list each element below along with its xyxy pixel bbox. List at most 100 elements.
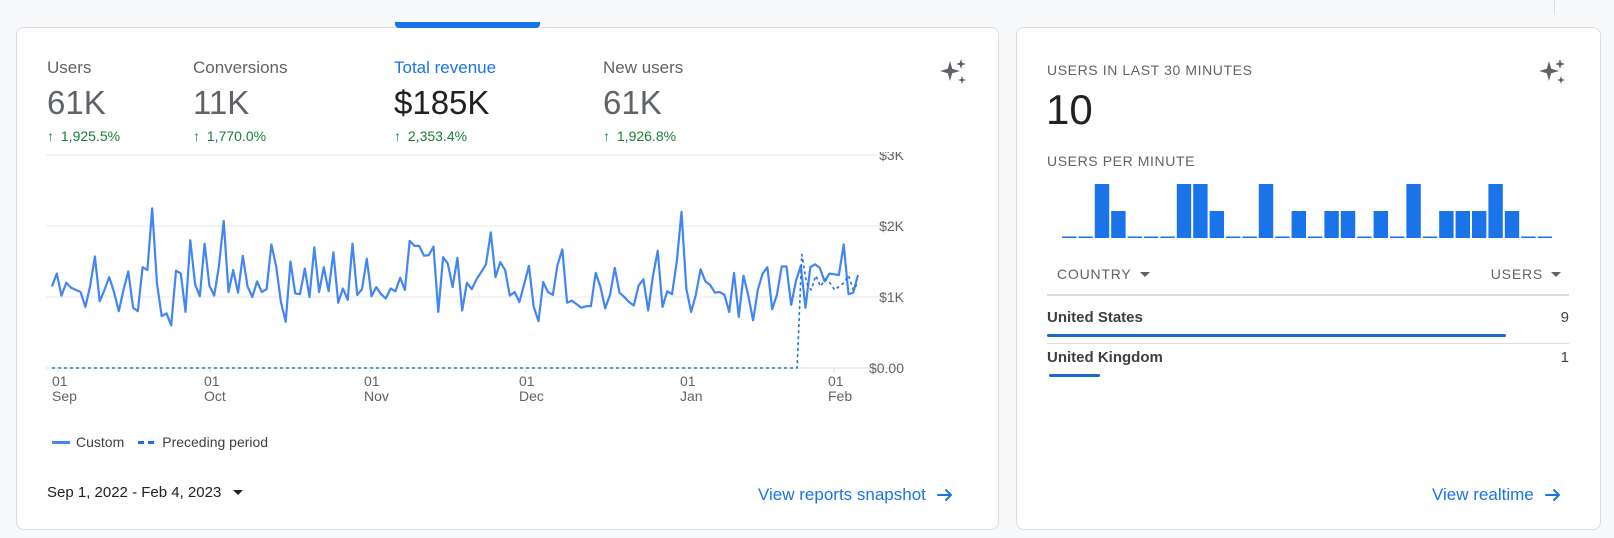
minute-bar: [1422, 236, 1438, 238]
country-name: United Kingdom: [1047, 349, 1163, 366]
legend-label: Custom: [76, 434, 125, 450]
metric-delta-value: 1,770.0%: [206, 128, 267, 144]
chart-legend: Custom Preceding period: [52, 434, 268, 450]
view-realtime-link[interactable]: View realtime: [1432, 485, 1562, 505]
x-tick-month: Jan: [680, 388, 703, 404]
minute-bar: [1406, 184, 1421, 238]
minute-bar: [1340, 211, 1356, 238]
country-name: United States: [1047, 309, 1143, 326]
x-tick-day: 01: [680, 373, 696, 389]
minute-bar: [1324, 211, 1339, 238]
caret-down-icon: [1139, 271, 1150, 277]
metric-label: Conversions: [193, 58, 288, 77]
minute-bar: [1455, 211, 1470, 238]
metric-label: New users: [603, 58, 684, 77]
link-label: View reports snapshot: [758, 485, 926, 504]
arrow-up-icon: ↑: [193, 128, 200, 144]
y-tick-label: $3K: [879, 152, 905, 163]
metric-label: Total revenue: [394, 58, 497, 77]
column-country[interactable]: COUNTRY: [1057, 266, 1150, 282]
users-per-minute-title: USERS PER MINUTE: [1047, 153, 1196, 169]
country-table-header: COUNTRY USERS: [1047, 262, 1569, 296]
metric-delta-value: 1,925.5%: [60, 128, 121, 144]
minute-bar: [1258, 184, 1274, 238]
metric-new-users[interactable]: New users 61K ↑ 1,926.8%: [603, 57, 683, 145]
caret-down-icon: [1551, 271, 1561, 277]
metric-value: 61K: [603, 84, 662, 121]
arrow-right-icon: [936, 489, 952, 501]
minute-bar: [1062, 236, 1077, 238]
series-line-custom: [50, 207, 860, 327]
column-users[interactable]: USERS: [1491, 266, 1561, 282]
table-row[interactable]: United States 9: [1047, 303, 1569, 343]
minute-bar: [1308, 236, 1323, 238]
realtime-title: USERS IN LAST 30 MINUTES: [1047, 62, 1253, 78]
x-tick-month: Oct: [204, 388, 226, 404]
arrow-up-icon: ↑: [394, 128, 401, 144]
sparkle-icon[interactable]: [1537, 57, 1569, 89]
minute-bar: [1242, 236, 1257, 238]
metric-delta: ↑ 1,925.5%: [47, 127, 120, 145]
minute-bar: [1291, 211, 1306, 238]
minute-bar: [1537, 236, 1552, 238]
metric-label: Users: [47, 58, 92, 77]
revenue-line-chart: $3K$2K$1K$0.0001Sep01Oct01Nov01Dec01Jan0…: [46, 152, 905, 404]
metric-value: $185K: [394, 84, 490, 121]
minute-bar: [1275, 236, 1290, 238]
x-tick-day: 01: [828, 373, 844, 389]
y-tick-label: $2K: [879, 218, 905, 234]
minute-bar: [1357, 236, 1372, 238]
minute-bar: [1144, 236, 1159, 238]
minute-bar: [1176, 184, 1192, 238]
arrow-up-icon: ↑: [603, 128, 610, 144]
user-count: 1: [1560, 349, 1569, 366]
metric-conversions[interactable]: Conversions 11K ↑ 1,770.0%: [193, 57, 288, 145]
caret-down-icon: [233, 490, 244, 495]
metric-users[interactable]: Users 61K ↑ 1,925.5%: [47, 57, 120, 145]
minute-bar: [1160, 236, 1175, 238]
share-bar: [1047, 334, 1506, 337]
minute-bar: [1504, 211, 1520, 238]
x-tick-month: Sep: [52, 388, 77, 404]
minute-bar: [1226, 236, 1241, 238]
x-tick-day: 01: [52, 373, 68, 389]
row-divider: [1047, 343, 1569, 344]
date-range-picker[interactable]: Sep 1, 2022 - Feb 4, 2023: [47, 484, 244, 501]
date-range-label: Sep 1, 2022 - Feb 4, 2023: [47, 484, 222, 501]
x-tick-month: Nov: [364, 388, 389, 404]
sparkle-icon[interactable]: [938, 57, 970, 89]
legend-item-custom: Custom: [52, 434, 124, 450]
minute-bar: [1193, 184, 1208, 238]
minute-bar: [1373, 211, 1388, 238]
metric-total-revenue[interactable]: Total revenue $185K ↑ 2,353.4%: [394, 57, 496, 145]
x-tick-day: 01: [519, 373, 535, 389]
y-tick-label: $0.00: [869, 360, 904, 376]
table-row[interactable]: United Kingdom 1: [1047, 343, 1569, 383]
metric-delta-value: 1,926.8%: [616, 128, 677, 144]
minute-bar: [1111, 211, 1126, 238]
metric-delta: ↑ 1,926.8%: [603, 127, 683, 145]
column-label: COUNTRY: [1057, 266, 1132, 282]
minute-bar: [1209, 211, 1224, 238]
metric-value: 11K: [193, 84, 250, 121]
column-label: USERS: [1490, 266, 1543, 282]
x-tick-day: 01: [204, 373, 220, 389]
view-reports-snapshot-link[interactable]: View reports snapshot: [758, 485, 954, 505]
arrow-up-icon: ↑: [47, 128, 54, 144]
share-bar: [1049, 374, 1100, 377]
minute-bar: [1390, 236, 1405, 238]
minute-bar: [1078, 236, 1093, 238]
legend-item-preceding: Preceding period: [138, 434, 268, 450]
users-per-minute-chart: [1062, 184, 1552, 238]
minute-bar: [1488, 184, 1503, 238]
minute-bar: [1127, 236, 1142, 238]
minute-bar: [1439, 211, 1454, 238]
active-metric-indicator: [395, 22, 540, 28]
legend-swatch-solid: [52, 440, 70, 444]
realtime-card: [1016, 27, 1601, 530]
arrow-right-icon: [1544, 489, 1560, 501]
link-label: View realtime: [1432, 485, 1534, 504]
top-separator: [1554, 0, 1555, 14]
user-count: 9: [1560, 309, 1569, 326]
realtime-users-value: 10: [1046, 86, 1093, 133]
